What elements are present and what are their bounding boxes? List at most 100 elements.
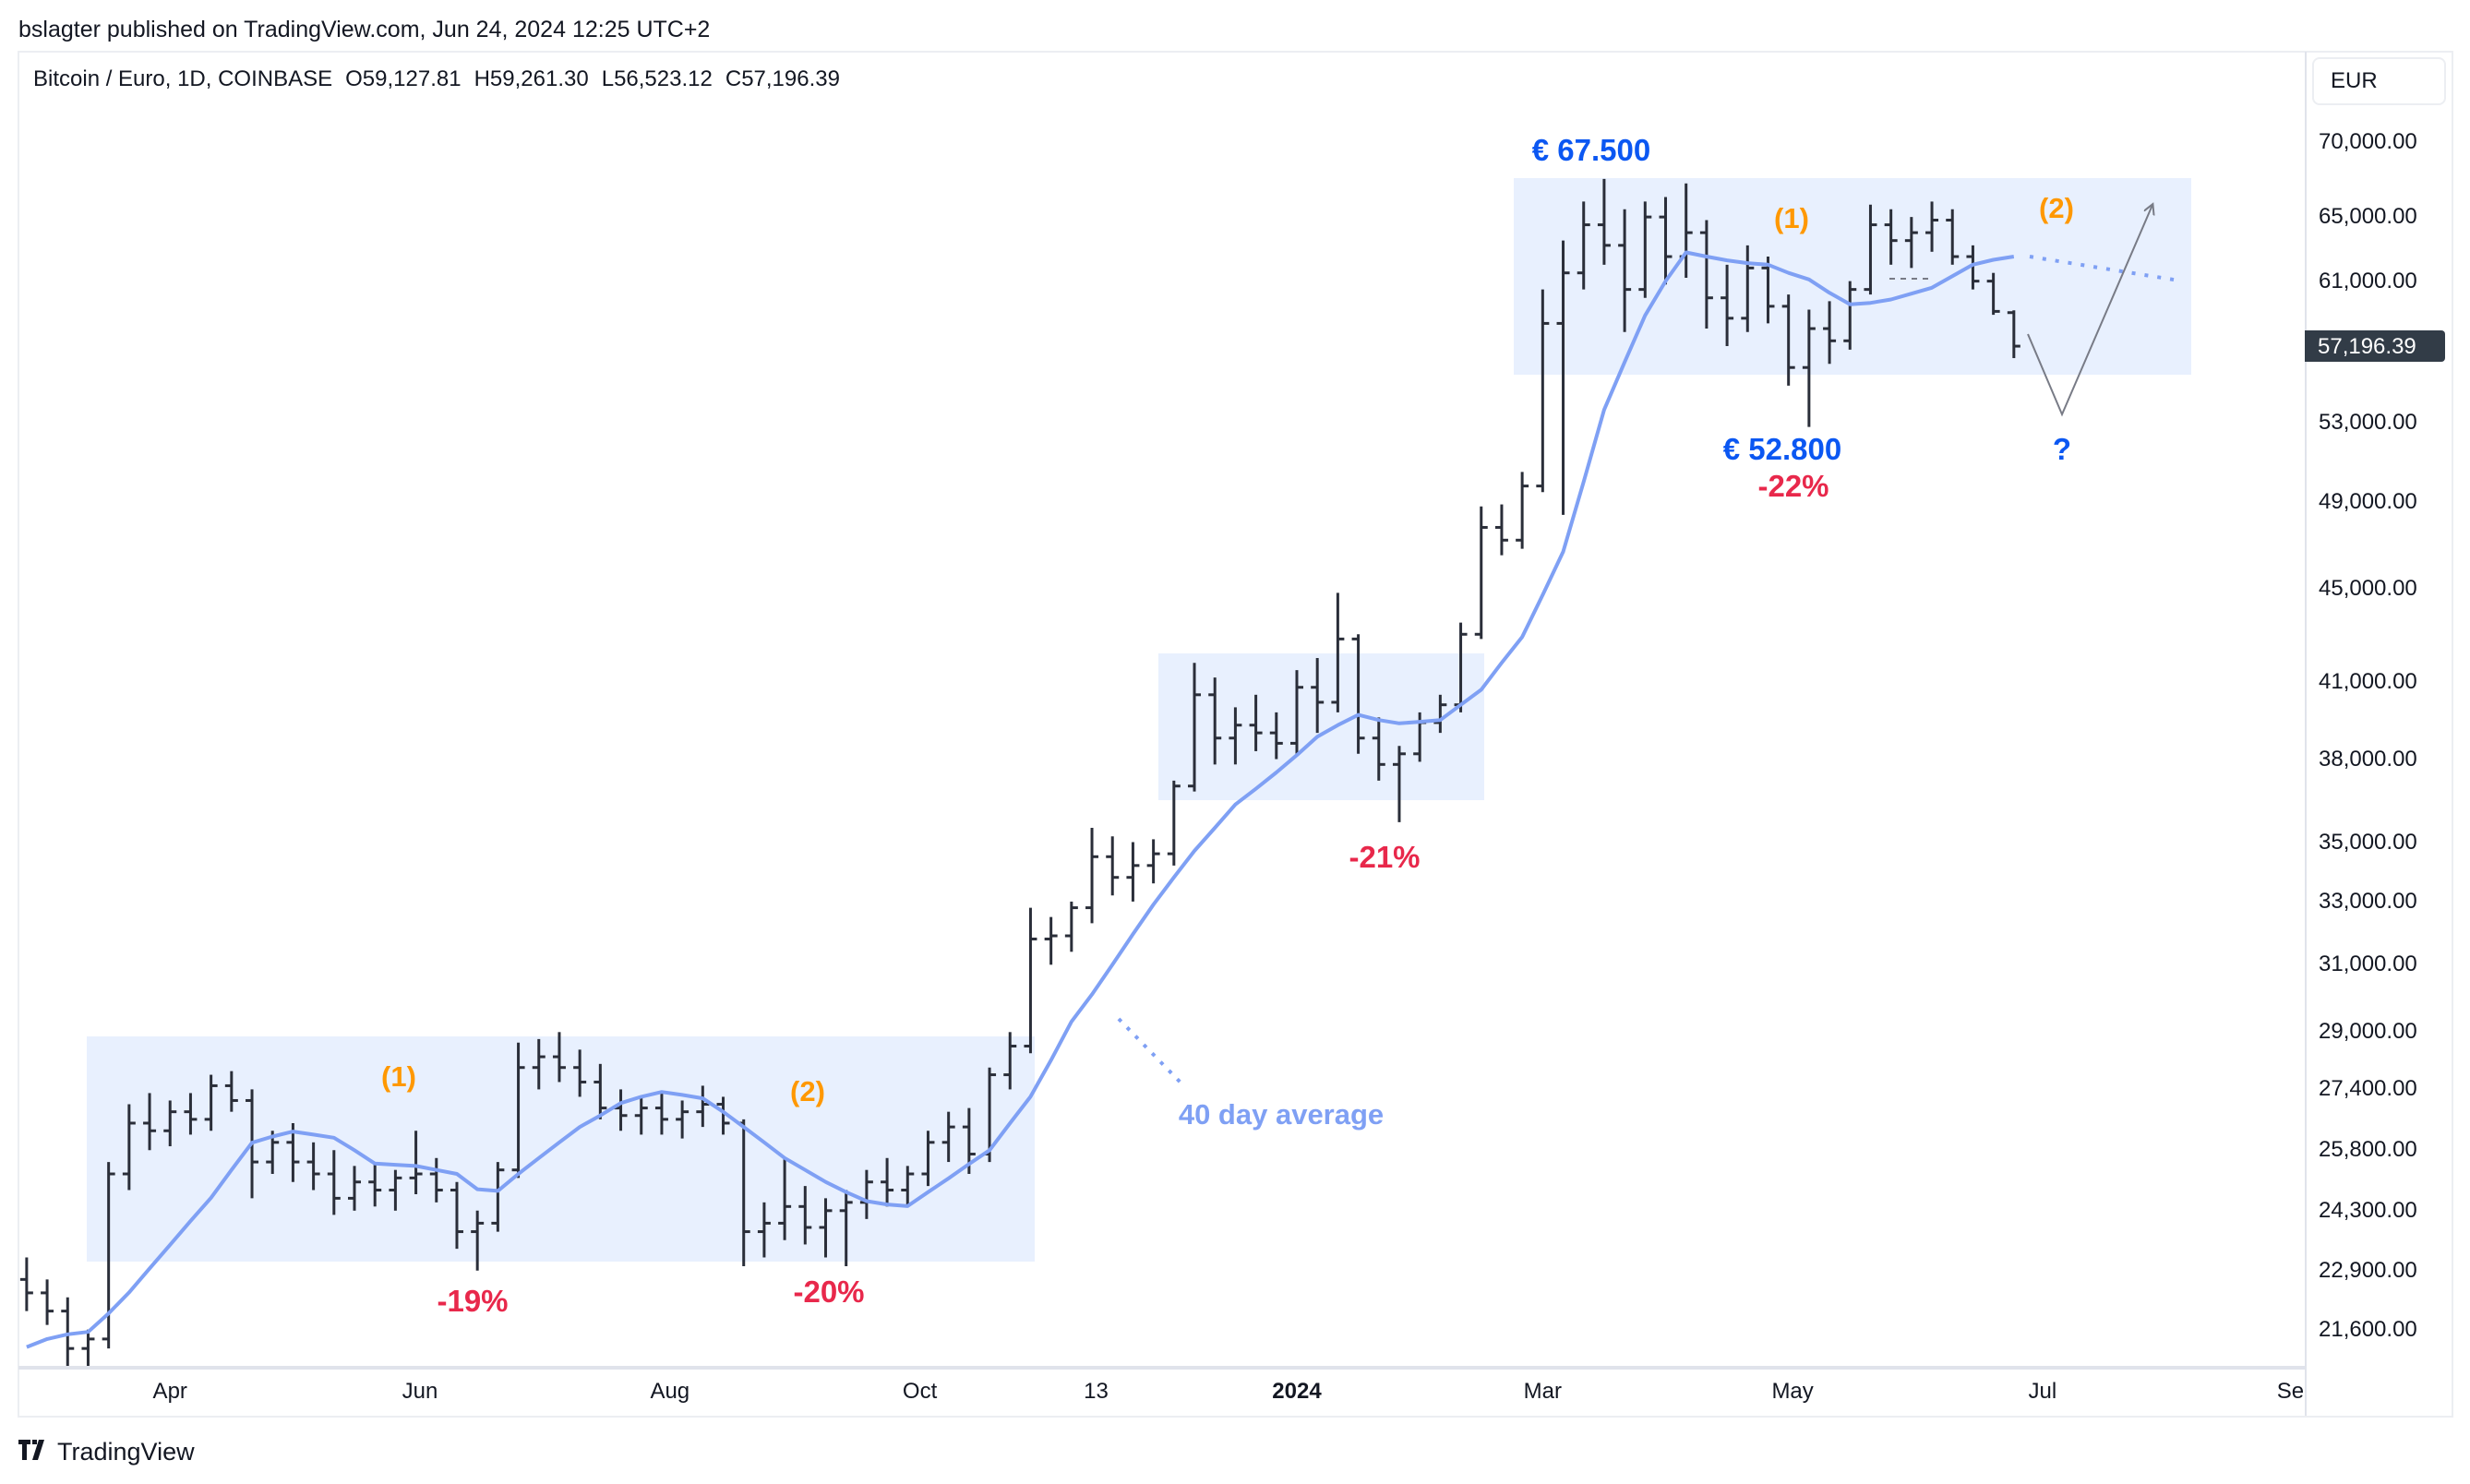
ohlc-bar[interactable] — [573, 1049, 587, 1097]
ohlc-bar[interactable] — [1024, 907, 1037, 1054]
ohlc-bar[interactable] — [798, 1186, 812, 1245]
ohlc-bar[interactable] — [1699, 220, 1713, 329]
ohlc-bar[interactable] — [819, 1198, 833, 1258]
ohlc-bar[interactable] — [881, 1157, 894, 1207]
ohlc-bar[interactable] — [19, 1257, 33, 1311]
ohlc-bar[interactable] — [1946, 209, 1960, 265]
ohlc-bar[interactable] — [1289, 670, 1303, 754]
ohlc-bar[interactable] — [716, 1096, 730, 1135]
ohlc-bar[interactable] — [1126, 842, 1140, 902]
ohlc-bar[interactable] — [1618, 209, 1632, 332]
ohlc-bar[interactable] — [1761, 257, 1775, 324]
ohlc-bar[interactable] — [1986, 272, 2000, 316]
ohlc-bar[interactable] — [1802, 309, 1816, 427]
ohlc-bar[interactable] — [1269, 712, 1283, 760]
ohlc-bar[interactable] — [1843, 281, 1857, 350]
ohlc-bar[interactable] — [1516, 472, 1529, 549]
ohlc-bar[interactable] — [1372, 717, 1385, 781]
price-tick-label: 31,000.00 — [2319, 951, 2417, 977]
ohlc-bar[interactable] — [1494, 504, 1508, 556]
ohlc-bar[interactable] — [1351, 634, 1365, 754]
ohlc-bar[interactable] — [1003, 1032, 1017, 1090]
ohlc-bar[interactable] — [348, 1166, 362, 1211]
ohlc-bar[interactable] — [1556, 240, 1570, 515]
ohlc-bar[interactable] — [81, 1329, 95, 1382]
ohlc-bar[interactable] — [1721, 264, 1734, 347]
range-zone-dec-2023[interactable] — [1158, 653, 1484, 800]
symbol-name[interactable]: Bitcoin / Euro, 1D, COINBASE — [33, 66, 333, 91]
price-tick-label: 24,300.00 — [2319, 1197, 2417, 1223]
ohlc-bar[interactable] — [1106, 836, 1120, 896]
ohlc-bar[interactable] — [654, 1093, 668, 1135]
ohlc-bar[interactable] — [1741, 245, 1755, 332]
ohlc-bar[interactable] — [1577, 201, 1590, 290]
ohlc-bar[interactable] — [122, 1104, 136, 1191]
ohlc-bar[interactable] — [1044, 916, 1058, 965]
ohlc-bar[interactable] — [327, 1150, 341, 1215]
ohlc-bar[interactable] — [163, 1100, 177, 1147]
ma40-line[interactable] — [26, 250, 2015, 1349]
ohlc-bar[interactable] — [1229, 707, 1242, 765]
ohlc-bar[interactable] — [1188, 663, 1202, 792]
ohlc-bar[interactable] — [1249, 694, 1263, 751]
ohlc-bar[interactable] — [839, 1190, 853, 1266]
ohlc-bar[interactable] — [511, 1042, 525, 1179]
ohlc-bar[interactable] — [41, 1279, 54, 1325]
ohlc-bar[interactable] — [941, 1111, 955, 1163]
ohlc-bar[interactable] — [1925, 201, 1939, 252]
ohlc-bar[interactable] — [1966, 245, 1980, 290]
ohlc-bar[interactable] — [409, 1131, 423, 1194]
ohlc-bar[interactable] — [1433, 694, 1447, 734]
ohlc-bar[interactable] — [491, 1162, 505, 1232]
ohlc-bar[interactable] — [757, 1202, 771, 1258]
ohlc-bar[interactable] — [1659, 197, 1673, 285]
ohlc-bar[interactable] — [1536, 289, 1550, 493]
tradingview-logo[interactable]: TradingView — [18, 1437, 195, 1467]
ohlc-bar[interactable] — [184, 1093, 198, 1135]
ohlc-bar[interactable] — [306, 1142, 320, 1191]
ohlc-bar[interactable] — [778, 1157, 792, 1240]
ma-label-pointer[interactable] — [1117, 1017, 1183, 1085]
ohlc-bar[interactable] — [204, 1074, 218, 1131]
ohlc-bar[interactable] — [676, 1100, 689, 1139]
range-zone-2024[interactable] — [1514, 178, 2191, 375]
ohlc-bar[interactable] — [594, 1063, 607, 1119]
ohlc-bar[interactable] — [368, 1162, 382, 1207]
ohlc-bar[interactable] — [224, 1071, 238, 1112]
ohlc-bar[interactable] — [1331, 592, 1345, 712]
ohlc-bar[interactable] — [1064, 901, 1078, 952]
range-zone-2023[interactable] — [87, 1036, 1035, 1262]
ohlc-bar[interactable] — [1904, 217, 1918, 269]
ohlc-bar[interactable] — [450, 1181, 463, 1250]
ohlc-bar[interactable] — [1884, 209, 1898, 265]
currency-button[interactable]: EUR — [2312, 57, 2446, 105]
ohlc-bar[interactable] — [552, 1032, 566, 1083]
ohlc-bar[interactable] — [1474, 506, 1488, 640]
ohlc-bar[interactable] — [532, 1038, 546, 1090]
ohlc-bar[interactable] — [1167, 780, 1181, 866]
ohlc-bar[interactable] — [429, 1157, 443, 1203]
ohlc-bar[interactable] — [389, 1169, 402, 1211]
ohlc-bar[interactable] — [1146, 839, 1160, 884]
ohlc-bar[interactable] — [102, 1162, 115, 1349]
high-value: 59,261.30 — [489, 66, 589, 91]
ohlc-bar[interactable] — [2007, 310, 2020, 359]
ohlc-bar[interactable] — [1208, 677, 1222, 765]
ohlc-bar[interactable] — [696, 1085, 710, 1128]
ohlc-bar[interactable] — [901, 1166, 915, 1207]
ohlc-bar[interactable] — [471, 1210, 485, 1271]
ohlc-bar[interactable] — [1085, 828, 1099, 924]
time-axis[interactable]: Apr Jun Aug Oct 13 2024 Mar May Jul Sep — [18, 1370, 2305, 1416]
ohlc-bar[interactable] — [1597, 178, 1611, 265]
ohlc-bar[interactable] — [1781, 294, 1795, 386]
scenario-arrow[interactable] — [2027, 205, 2152, 417]
ohlc-bar[interactable] — [1392, 746, 1406, 822]
ohlc-bar[interactable] — [1823, 301, 1837, 365]
ohlc-bar[interactable] — [1638, 201, 1652, 298]
ohlc-bar[interactable] — [634, 1096, 648, 1135]
ohlc-bar[interactable] — [143, 1093, 157, 1151]
ohlc-bar[interactable] — [921, 1131, 935, 1187]
ohlc-bar[interactable] — [1864, 204, 1877, 295]
ohlc-bar[interactable] — [1311, 658, 1325, 734]
